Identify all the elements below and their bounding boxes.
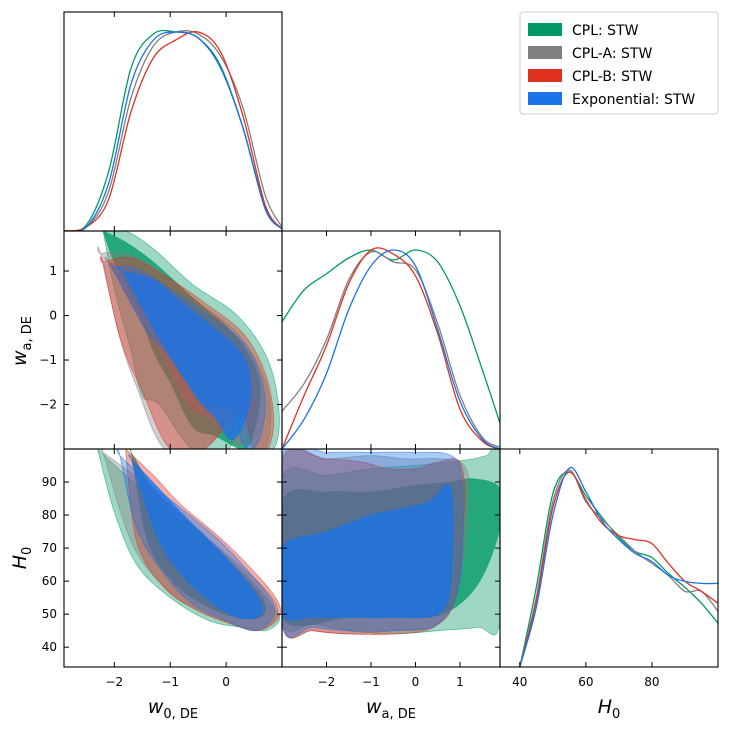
marginal-line-cpl-b-stw: [64, 30, 282, 231]
marginal-line-cpl-b-stw: [519, 471, 718, 667]
x-tick-label: −1: [362, 675, 380, 689]
contours-wa-h0: [282, 449, 500, 639]
y-tick-label: 60: [42, 574, 57, 588]
panel-frame: [499, 448, 719, 668]
y-tick-label: 40: [42, 640, 57, 654]
y-tick-label: −2: [39, 398, 57, 412]
y-axis-label-h0: H0: [9, 547, 35, 570]
x-tick-label: 1: [456, 675, 464, 689]
legend-swatch-cpl-stw: [528, 23, 562, 36]
marginal-line-cpl-a-stw: [282, 250, 500, 448]
marginal-line-cpl-a-stw: [64, 30, 282, 231]
x-axis-label-w0: w0, DE: [148, 696, 198, 722]
marginal-line-cpl-stw: [282, 249, 500, 424]
x-tick-label: 80: [644, 675, 659, 689]
y-tick-label: 1: [49, 264, 57, 278]
marginal-w0: [64, 29, 282, 231]
legend-swatch-cpl-a-stw: [528, 46, 562, 59]
marginal-line-cpl-a-stw: [519, 469, 718, 667]
legend-label-cpl-stw: CPL: STW: [572, 23, 639, 39]
contour-exponential-stw-68: [118, 266, 252, 441]
y-tick-label: 70: [42, 541, 57, 555]
legend-swatch-cpl-b-stw: [528, 69, 562, 82]
marginal-wa: [282, 247, 500, 449]
contours-w0-wa: [97, 231, 280, 449]
marginal-line-exponential-stw: [282, 249, 500, 449]
marginal-line-exponential-stw: [519, 466, 718, 667]
y-tick-label: 90: [42, 475, 57, 489]
legend-box: [519, 11, 719, 115]
marginal-H0: [519, 466, 718, 667]
x-axis-label-wa: wa, DE: [366, 696, 416, 722]
y-tick-label: −1: [39, 353, 57, 367]
legend-label-exponential-stw: Exponential: STW: [572, 92, 695, 108]
y-tick-label: 0: [49, 309, 57, 323]
x-tick-label: 40: [512, 675, 527, 689]
marginal-line-exponential-stw: [64, 31, 282, 231]
panel-frame: [63, 11, 283, 232]
y-tick-label: 80: [42, 508, 57, 522]
x-tick-label: −1: [161, 675, 179, 689]
x-tick-label: −2: [105, 675, 123, 689]
x-tick-label: −2: [318, 675, 336, 689]
legend-label-cpl-a-stw: CPL-A: STW: [572, 46, 652, 62]
contour-exponential-stw-68: [128, 454, 264, 620]
contours-w0-h0: [96, 449, 281, 632]
y-tick-label: 50: [42, 607, 57, 621]
x-tick-label: 60: [578, 675, 593, 689]
legend-label-cpl-b-stw: CPL-B: STW: [572, 69, 653, 85]
legend-swatch-exponential-stw: [528, 92, 562, 105]
contour-exponential-stw-68: [282, 484, 454, 621]
y-axis-label-wa: wa, DE: [9, 316, 35, 366]
x-tick-label: 0: [412, 675, 420, 689]
x-tick-label: 0: [222, 675, 230, 689]
marginal-line-cpl-b-stw: [282, 247, 500, 449]
x-axis-label-h0: H0: [598, 696, 621, 722]
marginal-line-cpl-stw: [519, 471, 718, 667]
